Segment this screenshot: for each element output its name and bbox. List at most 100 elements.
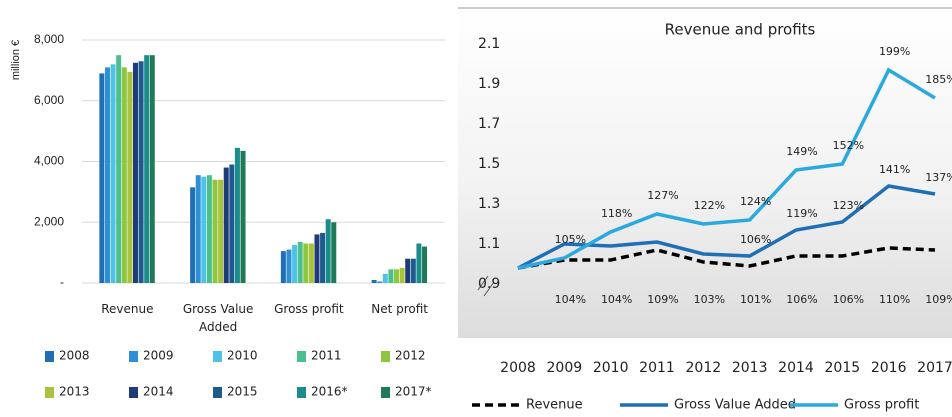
bar [297, 241, 303, 283]
bar [331, 222, 337, 283]
x-tick-label: Gross Value Added [182, 302, 254, 334]
bar [308, 243, 314, 283]
bar [325, 219, 331, 283]
data-label: 123% [833, 199, 864, 212]
legend-label: 2012 [395, 349, 426, 363]
bar [303, 243, 309, 283]
bar [394, 269, 400, 283]
x-tick-label: 2015 [825, 360, 861, 376]
data-label: 104% [555, 293, 586, 306]
bar [121, 67, 127, 284]
legend-label: 2009 [143, 349, 174, 363]
bar [422, 246, 428, 283]
legend-swatch [297, 351, 306, 362]
legend-label: 2015 [227, 385, 258, 399]
bar [388, 269, 394, 283]
x-tick-label: 2014 [778, 360, 814, 376]
data-label: 185% [925, 73, 952, 86]
bar [234, 147, 240, 283]
legend-label: 2017* [395, 385, 432, 399]
x-tick-label: 2009 [547, 360, 583, 376]
data-label: 199% [879, 45, 910, 58]
bar [144, 55, 150, 283]
data-label: 103% [694, 293, 725, 306]
bar [116, 55, 122, 283]
axis-break [477, 275, 495, 297]
legend-label: 2014 [143, 385, 174, 399]
bar [240, 150, 246, 283]
bar [149, 55, 155, 283]
x-tick-label: 2012 [686, 360, 722, 376]
y-tick-label: 1.3 [478, 196, 500, 212]
y-tick-label: 4,000 [34, 154, 64, 168]
data-label: 109% [647, 293, 678, 306]
bar [292, 245, 298, 283]
legend-label: 2008 [59, 349, 90, 363]
legend-swatch [381, 351, 390, 362]
bar [110, 64, 116, 283]
bar [218, 179, 224, 283]
data-label: 149% [786, 145, 817, 158]
bar [190, 187, 196, 283]
bar [212, 179, 218, 283]
data-label: 137% [925, 171, 952, 184]
data-label: 104% [601, 293, 632, 306]
plot-background [458, 8, 952, 338]
x-tick-label: 2010 [593, 360, 629, 376]
data-label: 141% [879, 163, 910, 176]
bar [377, 281, 383, 283]
bar [320, 232, 326, 283]
bar [206, 175, 212, 283]
data-label: 106% [786, 293, 817, 306]
x-tick-label: Revenue [101, 302, 154, 316]
legend-swatch [45, 387, 54, 398]
y-tick-label: - [60, 275, 64, 289]
legend-label: 2013 [59, 385, 90, 399]
chart-title: Revenue and profits [665, 21, 816, 39]
legend-swatch [213, 387, 222, 398]
data-label: 109% [925, 293, 952, 306]
legend-swatch [129, 387, 138, 398]
bar [104, 67, 110, 284]
legend-label: Gross profit [844, 398, 919, 413]
legend-swatch [381, 387, 390, 398]
x-tick-label: 2011 [639, 360, 675, 376]
line-series [517, 246, 936, 270]
x-tick-label: Gross profit [274, 302, 344, 316]
y-tick-label: 1.9 [478, 76, 500, 92]
legend-swatch [213, 351, 222, 362]
legend-label: Revenue [526, 398, 583, 413]
bar [223, 167, 229, 283]
legend-swatch [297, 387, 306, 398]
bar [138, 61, 144, 284]
x-tick-label: 2008 [500, 360, 536, 376]
data-label: 127% [647, 189, 678, 202]
bar [405, 258, 411, 283]
legend-label: 2010 [227, 349, 258, 363]
data-label: 101% [740, 293, 771, 306]
bar [286, 249, 292, 283]
bar [399, 267, 405, 283]
y-tick-label: 1.7 [478, 116, 500, 132]
data-label: 105% [555, 233, 586, 246]
bar [201, 176, 207, 283]
data-label: 106% [740, 233, 771, 246]
legend-label: 2016* [311, 385, 348, 399]
bar [229, 164, 235, 283]
data-label: 118% [601, 207, 632, 220]
bar [416, 243, 422, 283]
x-tick-label: 2017 [917, 360, 952, 376]
data-label: 110% [879, 293, 910, 306]
y-tick-label: 1.5 [478, 156, 500, 172]
bar [410, 258, 416, 283]
legend-swatch [129, 351, 138, 362]
y-tick-label: 2.1 [478, 36, 500, 52]
y-axis-label: million € [10, 40, 22, 80]
data-label: 122% [694, 199, 725, 212]
bar [371, 279, 377, 283]
bar [127, 71, 133, 283]
data-label: 152% [833, 139, 864, 152]
legend-swatch [45, 351, 54, 362]
